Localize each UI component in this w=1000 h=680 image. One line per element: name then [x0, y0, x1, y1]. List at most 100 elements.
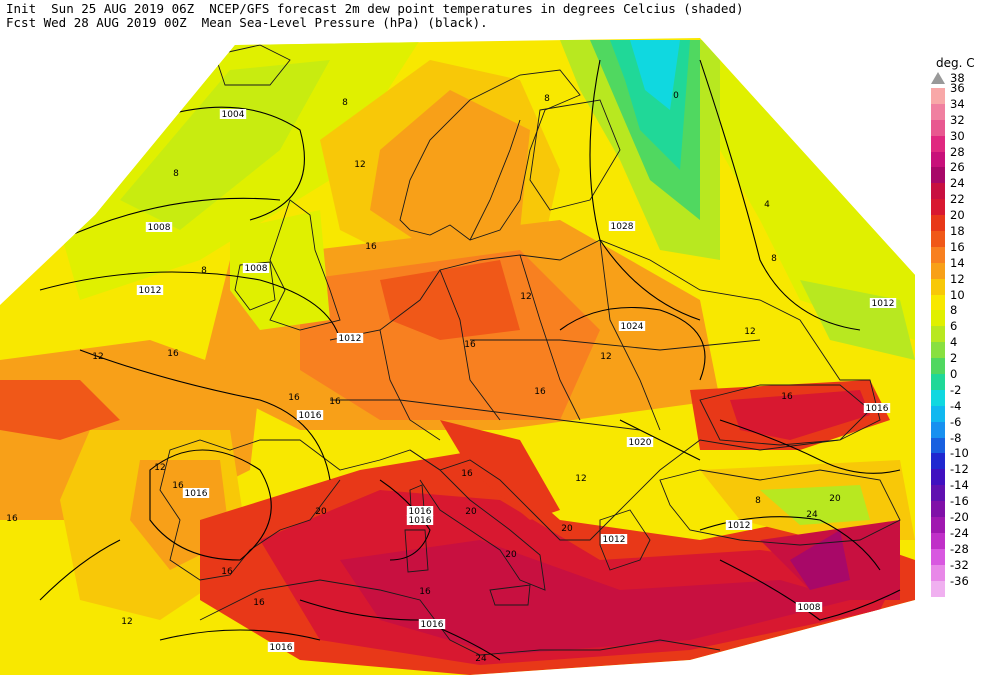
- legend-row: -12: [928, 462, 998, 486]
- legend-label: 30: [950, 128, 965, 143]
- legend-label: 28: [950, 144, 965, 159]
- dewpoint-contour-label: 20: [465, 507, 477, 517]
- legend-swatch: [931, 215, 945, 232]
- dewpoint-contour-label: 8: [201, 266, 207, 276]
- isobars: [39, 59, 901, 661]
- isobar-label-bg: [406, 506, 434, 516]
- legend-label: 14: [950, 255, 965, 270]
- dewpoint-contour-label: 20: [561, 524, 573, 534]
- isobar-label: 1016: [185, 489, 208, 499]
- dewpoint-contour-label: 24: [806, 510, 818, 520]
- legend-swatch: [931, 246, 945, 263]
- legend-swatch: [931, 231, 945, 247]
- legend-row: 8: [928, 303, 998, 327]
- isobar-label-bg: [795, 602, 823, 612]
- dewpoint-contour-label: 16: [221, 567, 233, 577]
- legend-label: 0: [950, 367, 958, 382]
- isobar-label-bg: [136, 285, 164, 295]
- legend-swatch: [931, 151, 945, 168]
- legend-label: 12: [950, 271, 965, 286]
- legend-label: -12: [950, 462, 969, 477]
- isobar-label-bg: [725, 520, 753, 530]
- legend-label: 18: [950, 224, 965, 239]
- legend-label: -6: [950, 414, 962, 429]
- legend-label: -8: [950, 430, 962, 445]
- legend-label: -4: [950, 398, 962, 413]
- legend-swatch: [931, 564, 945, 581]
- legend-swatch: [931, 103, 945, 120]
- dewpoint-contour-label: 12: [154, 463, 165, 473]
- legend-row: 16: [928, 240, 998, 263]
- dewpoint-contour-label: 8: [173, 169, 179, 179]
- legend-label: -10: [950, 446, 969, 461]
- legend-row: 28: [928, 145, 998, 168]
- legend-label: 32: [950, 112, 965, 127]
- legend-swatch: [931, 167, 945, 184]
- pressure-labels: 1004100810121008101210161016102810241020…: [136, 109, 897, 653]
- dewpoint-contour-label: 12: [744, 327, 755, 337]
- legend-rows: 36 34 32 30 28 26 24 22 20 18 16 14 12 10 8 6 4 2 0 -2 -4 -6-…: [928, 81, 998, 597]
- triangle-up-icon: [931, 72, 945, 84]
- legend-row: 34: [928, 97, 998, 120]
- legend-label: 10: [950, 287, 965, 302]
- isobar-label: 1012: [872, 299, 895, 309]
- legend-top-label: 38: [950, 71, 965, 85]
- isobar-label-bg: [406, 515, 434, 525]
- legend-swatch: [931, 374, 945, 390]
- dewpoint-contour-label: 16: [461, 469, 473, 479]
- dewpoint-contour-label: 16: [464, 340, 476, 350]
- legend-row: -4: [928, 399, 998, 422]
- legend-label: -32: [950, 557, 969, 572]
- legend-label: -16: [950, 494, 969, 509]
- isobar-label: 1028: [611, 222, 634, 232]
- dewpoint-contour-label: 12: [92, 352, 103, 362]
- legend-swatch: [931, 310, 945, 327]
- legend-label: -14: [950, 478, 969, 493]
- dewpoint-contour-label: 16: [419, 587, 431, 597]
- legend-label: 36: [950, 81, 965, 95]
- legend-label: 20: [950, 208, 965, 223]
- legend-row: 30: [928, 129, 998, 152]
- legend-row: -2: [928, 383, 998, 406]
- legend-row: 12: [928, 272, 998, 295]
- legend-row: 4: [928, 335, 998, 359]
- dewpoint-contour-label: 16: [365, 242, 377, 252]
- isobar-label: 1008: [148, 223, 171, 233]
- legend-swatch: [931, 326, 945, 343]
- legend-swatch: [931, 342, 945, 359]
- legend-swatch: [931, 405, 945, 422]
- dewpoint-contour-label: 16: [167, 349, 179, 359]
- legend-swatch: [931, 548, 945, 565]
- isobar-label: 1016: [421, 620, 444, 630]
- legend-row: 0: [928, 367, 998, 390]
- dewpoint-contour-label: 16: [329, 397, 341, 407]
- legend-row: 6: [928, 319, 998, 343]
- legend-row: 14: [928, 256, 998, 279]
- isobar-label-bg: [145, 222, 173, 232]
- isobar-label: 1016: [409, 507, 432, 517]
- legend-label: -28: [950, 541, 969, 556]
- legend-swatch: [931, 501, 945, 518]
- dewpoint-labels: 8 8 12 8 12 16 16 16 16 12 12 16 12 16 16 16 16 20 20 20 24 2…: [6, 91, 841, 664]
- dewpoint-contour-label: 8: [342, 98, 348, 108]
- legend-swatch: [931, 294, 945, 311]
- isobar-label: 1012: [339, 334, 362, 344]
- legend-label: 2: [950, 351, 958, 366]
- legend-swatch: [931, 453, 945, 470]
- color-legend: deg. C 38 36 34 32 30 28 26 24 22 20 18 16 14 12 10 8 6…: [928, 56, 998, 597]
- legend-swatch: [931, 389, 945, 406]
- header-line-init: Init Sun 25 AUG 2019 06Z NCEP/GFS foreca…: [6, 1, 744, 16]
- legend-row: 36: [928, 81, 998, 104]
- shaded-field: [0, 38, 915, 675]
- legend-label: -36: [950, 573, 969, 588]
- legend-label: -2: [950, 382, 962, 397]
- legend-swatch: [931, 437, 945, 454]
- legend-label: 26: [950, 160, 965, 175]
- isobar-label: 1016: [866, 404, 889, 414]
- legend-row: 10: [928, 288, 998, 311]
- legend-row: 20: [928, 208, 998, 232]
- isobar-label-bg: [418, 619, 446, 629]
- dewpoint-contour-label: 8: [755, 496, 761, 506]
- dewpoint-contour-label: 12: [354, 160, 365, 170]
- isobar-label-bg: [863, 403, 891, 413]
